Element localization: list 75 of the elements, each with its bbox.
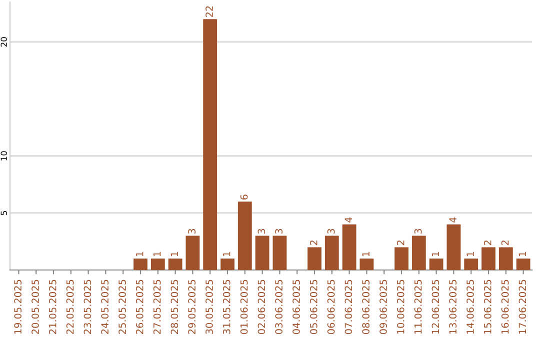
x-tick-label: 10.06.2025: [396, 280, 404, 334]
x-tick-label: 25.05.2025: [118, 280, 126, 334]
data-label: 2: [484, 240, 492, 246]
x-tick-label: 27.05.2025: [153, 280, 161, 334]
x-tick-label: 02.06.2025: [258, 280, 266, 334]
bar: [516, 258, 530, 270]
data-label: 2: [310, 240, 318, 246]
bar: [150, 258, 165, 270]
data-label: 2: [396, 240, 404, 246]
x-tick-label: 07.06.2025: [344, 280, 352, 334]
data-label: 22: [206, 6, 213, 18]
bar: [255, 236, 270, 270]
x-tick-label: 21.05.2025: [48, 280, 56, 334]
data-label: 3: [327, 228, 335, 234]
data-label: 1: [136, 252, 144, 256]
x-tick-label: 20.05.2025: [32, 280, 39, 334]
data-label: 1: [170, 252, 178, 256]
x-tick-label: 23.05.2025: [84, 280, 92, 334]
x-tick-label: 03.06.2025: [275, 280, 283, 334]
x-tick-label: 04.06.2025: [292, 280, 300, 334]
bar: [498, 247, 513, 270]
data-label: 3: [414, 228, 422, 234]
bar: [360, 258, 374, 270]
data-label: 1: [466, 252, 474, 256]
data-label: 6: [240, 194, 248, 200]
bar: [134, 258, 148, 270]
x-tick-label: 14.06.2025: [466, 280, 474, 334]
x-tick-label: 15.06.2025: [484, 280, 492, 334]
x-tick-label: 22.05.2025: [66, 280, 74, 334]
bar: [342, 224, 356, 270]
bar: [203, 19, 218, 270]
bar: [412, 236, 426, 270]
x-tick-label: 06.06.2025: [327, 280, 335, 334]
x-tick-label: 26.05.2025: [136, 280, 144, 334]
x-tick-label: 16.06.2025: [501, 280, 509, 334]
data-label: 3: [258, 228, 266, 234]
data-label: 1: [362, 252, 370, 256]
bar: [394, 247, 408, 270]
data-label: 1: [153, 252, 161, 256]
x-tick-label: 13.06.2025: [449, 280, 457, 334]
bar: [220, 258, 234, 270]
x-tick-label: 05.06.2025: [310, 280, 318, 334]
bar: [446, 224, 461, 270]
bar: [238, 202, 252, 270]
bar: [429, 258, 444, 270]
x-tick-label: 28.05.2025: [170, 280, 178, 334]
data-label: 1: [432, 252, 439, 256]
bar: [308, 247, 322, 270]
x-tick-label: 30.05.2025: [206, 280, 213, 334]
bar: [324, 236, 339, 270]
x-tick-label: 12.06.2025: [432, 280, 440, 334]
x-tick-label: 17.06.2025: [518, 280, 526, 334]
data-label: 2: [501, 240, 509, 246]
bar: [464, 258, 478, 270]
x-tick-label: 31.05.2025: [222, 280, 230, 334]
x-tick-label: 19.05.2025: [14, 280, 22, 334]
data-label: 4: [344, 217, 352, 223]
data-label: 1: [518, 252, 526, 256]
bar: [168, 258, 182, 270]
x-tick-label: 09.06.2025: [380, 280, 387, 334]
x-tick-label: 08.06.2025: [362, 280, 370, 334]
bar: [186, 236, 200, 270]
y-tick-label: 5: [0, 211, 7, 215]
x-tick-label: 01.06.2025: [240, 280, 248, 334]
bar: [272, 236, 287, 270]
x-tick-label: 29.05.2025: [188, 280, 196, 334]
data-label: 4: [449, 217, 456, 223]
y-tick-label: 10: [0, 151, 7, 160]
bar: [482, 247, 496, 270]
data-label: 3: [275, 228, 283, 234]
y-tick-label: 20: [0, 37, 7, 47]
data-label: 1: [223, 252, 230, 256]
data-label: 3: [188, 228, 196, 234]
x-tick-label: 11.06.2025: [414, 280, 422, 334]
x-tick-label: 24.05.2025: [101, 280, 109, 334]
